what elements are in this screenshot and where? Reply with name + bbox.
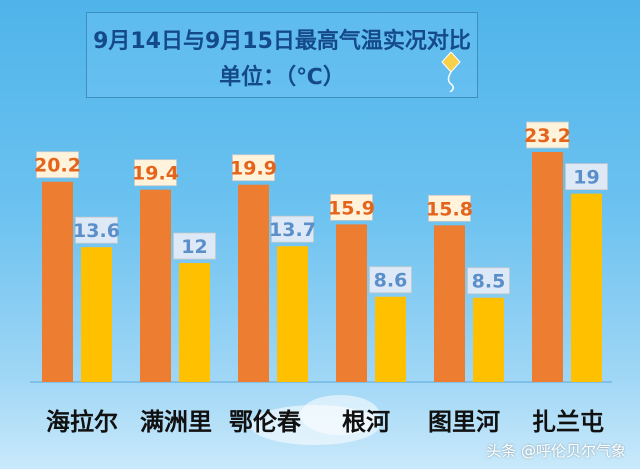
category-label: 扎兰屯 xyxy=(532,408,604,436)
bar-series2 xyxy=(473,297,504,382)
svg-text:19.9: 19.9 xyxy=(230,158,277,180)
category-label: 根河 xyxy=(342,408,390,436)
bar-series2 xyxy=(179,263,210,382)
svg-text:19.4: 19.4 xyxy=(132,163,179,185)
data-label-series1: 20.2 xyxy=(34,151,81,179)
svg-text:15.8: 15.8 xyxy=(426,198,473,220)
svg-text:23.2: 23.2 xyxy=(524,125,571,147)
category-labels: 海拉尔 满洲里 鄂伦春 根河 图里河 扎兰屯 xyxy=(0,400,640,440)
data-label-series2: 13.6 xyxy=(73,216,120,244)
svg-text:13.6: 13.6 xyxy=(73,220,120,242)
data-label-series2: 12 xyxy=(173,232,216,260)
data-label-series1: 23.2 xyxy=(524,121,571,149)
data-label-series1: 19.9 xyxy=(230,154,277,182)
data-label-series2: 8.6 xyxy=(369,266,412,294)
background-cloud xyxy=(300,395,380,435)
bar-series1 xyxy=(532,152,563,382)
data-label-series2: 13.7 xyxy=(269,215,316,243)
chart-unit: 单位：（℃） xyxy=(219,65,345,90)
bar-series1 xyxy=(434,225,465,382)
svg-text:15.9: 15.9 xyxy=(328,197,375,219)
bar-series2 xyxy=(277,246,308,382)
bar-series1 xyxy=(336,224,367,382)
svg-text:12: 12 xyxy=(181,236,207,258)
bar-series1 xyxy=(238,184,269,382)
data-label-series1: 19.4 xyxy=(132,159,179,187)
svg-text:20.2: 20.2 xyxy=(34,155,81,177)
bar-series2 xyxy=(81,247,112,382)
bar-series1 xyxy=(140,189,171,382)
svg-text:19: 19 xyxy=(573,167,599,189)
data-label-series2: 19 xyxy=(565,163,608,191)
category-label: 鄂伦春 xyxy=(229,408,301,436)
data-label-series1: 15.9 xyxy=(328,193,375,221)
bar-series2 xyxy=(375,296,406,382)
svg-text:8.5: 8.5 xyxy=(472,271,506,293)
category-label: 海拉尔 xyxy=(46,408,118,436)
data-label-series2: 8.5 xyxy=(467,267,510,295)
svg-text:13.7: 13.7 xyxy=(269,219,316,241)
svg-text:8.6: 8.6 xyxy=(374,270,408,292)
chart-title: 9月14日与9月15日最高气温实况对比 xyxy=(93,29,471,54)
kite-icon xyxy=(441,52,461,92)
data-label-series1: 15.8 xyxy=(426,194,473,222)
bar-series1 xyxy=(42,181,73,382)
bar-series2 xyxy=(571,193,602,382)
title-box: 9月14日与9月15日最高气温实况对比 单位：（℃） xyxy=(86,12,478,98)
watermark: 头条 @呼伦贝尔气象 xyxy=(486,442,626,460)
category-label: 满洲里 xyxy=(140,408,212,436)
category-label: 图里河 xyxy=(428,408,500,436)
